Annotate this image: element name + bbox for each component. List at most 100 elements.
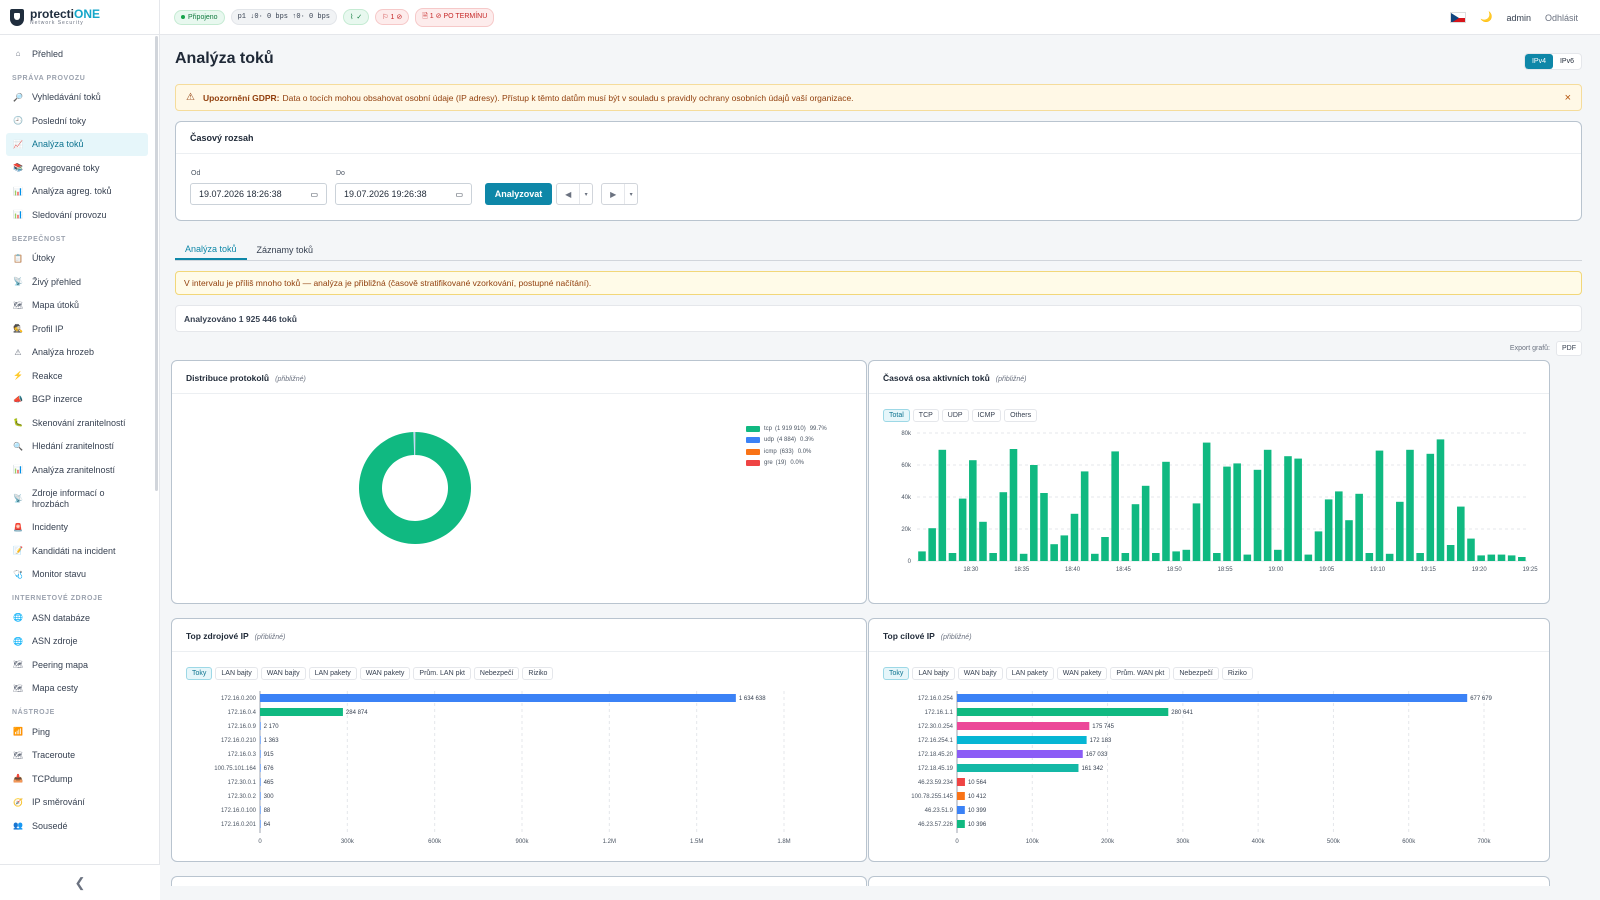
- ip-bar[interactable]: [260, 708, 343, 716]
- ip-label[interactable]: 100.78.255.145: [911, 794, 953, 800]
- timeline-bar[interactable]: [1385, 553, 1394, 561]
- timeline-bar[interactable]: [1080, 471, 1089, 561]
- timeline-bar[interactable]: [1497, 554, 1506, 561]
- ip-label[interactable]: 172.18.45.19: [918, 766, 954, 772]
- timeline-bar[interactable]: [1436, 439, 1445, 561]
- next-range-button[interactable]: ▶ ▾: [601, 183, 638, 205]
- legend-item-icmp[interactable]: icmp (633) 0.0%: [746, 446, 827, 458]
- timeline-bar[interactable]: [918, 551, 926, 561]
- legend-item-gre[interactable]: gre (19) 0.0%: [746, 458, 827, 470]
- ip-label[interactable]: 172.18.45.20: [918, 752, 954, 758]
- ip-bar[interactable]: [260, 750, 261, 758]
- timeline-bar[interactable]: [1070, 513, 1079, 561]
- metric-tab-toky[interactable]: Toky: [883, 667, 910, 680]
- timeline-bar[interactable]: [1365, 553, 1374, 561]
- ipv6-button[interactable]: IPv6: [1559, 58, 1574, 65]
- timeline-bar[interactable]: [1518, 557, 1526, 561]
- timeline-bar[interactable]: [1253, 469, 1262, 561]
- timeline-bar[interactable]: [1487, 554, 1496, 561]
- metric-tab-lan-pakety[interactable]: LAN pakety: [308, 667, 357, 680]
- sidebar-item-mapa-útoků[interactable]: 🗺 Mapa útoků: [0, 294, 156, 318]
- ip-label[interactable]: 172.16.0.210: [221, 738, 257, 744]
- metric-tab-nebezpečí[interactable]: Nebezpečí: [1173, 667, 1219, 680]
- ip-label[interactable]: 172.16.0.4: [228, 710, 257, 716]
- legend-item-udp[interactable]: udp (4 884) 0.3%: [746, 435, 827, 447]
- sidebar-item-incidenty[interactable]: 🚨 Incidenty: [0, 516, 156, 540]
- sidebar-item-reakce[interactable]: ⚡ Reakce: [0, 364, 156, 388]
- sidebar-item-zdroje-informací-o-hrozbách[interactable]: 📡 Zdroje informací o hrozbách: [0, 482, 156, 516]
- ip-bar[interactable]: [957, 778, 965, 786]
- ip-label[interactable]: 172.16.1.1: [925, 710, 954, 716]
- timeline-bar[interactable]: [1060, 535, 1069, 561]
- sidebar-item-peering-mapa[interactable]: 🗺 Peering mapa: [0, 653, 156, 677]
- sidebar-item-traceroute[interactable]: 🗺 Traceroute: [0, 744, 156, 768]
- timeline-bar[interactable]: [1040, 493, 1048, 561]
- export-pdf-button[interactable]: PDF: [1556, 341, 1582, 356]
- metric-tab-riziko[interactable]: Riziko: [522, 667, 554, 680]
- ip-label[interactable]: 46.23.51.9: [925, 808, 954, 814]
- metric-tab-nebezpečí[interactable]: Nebezpečí: [473, 667, 520, 680]
- metric-tab-icmp[interactable]: ICMP: [971, 409, 1002, 422]
- tab-flow-records[interactable]: Záznamy toků: [256, 244, 314, 255]
- pie-slice-udp[interactable]: [414, 432, 415, 456]
- timeline-bar[interactable]: [1406, 449, 1414, 561]
- metric-tab-lan-pakety[interactable]: LAN pakety: [1005, 667, 1054, 680]
- timeline-bar[interactable]: [1345, 520, 1353, 561]
- ip-bar[interactable]: [260, 736, 261, 744]
- to-datetime-input[interactable]: 19.07.2026 19:26:38 ▭: [335, 183, 472, 205]
- prev-range-button[interactable]: ◀ ▾: [556, 183, 593, 205]
- from-datetime-input[interactable]: 19.07.2026 18:26:38 ▭: [190, 183, 327, 205]
- chevron-down-icon[interactable]: ▾: [629, 191, 633, 198]
- flags-badge[interactable]: ⚐ 1 ⊘: [375, 9, 410, 25]
- timeline-bar[interactable]: [1396, 501, 1404, 561]
- close-icon[interactable]: ×: [1564, 91, 1571, 104]
- sidebar-item-útoky[interactable]: 📋 Útoky: [0, 247, 156, 271]
- timeline-bar[interactable]: [958, 498, 967, 561]
- sidebar-item-mapa-cesty[interactable]: 🗺 Mapa cesty: [0, 677, 156, 701]
- metric-tab-riziko[interactable]: Riziko: [1221, 667, 1253, 680]
- metric-tab-others[interactable]: Others: [1004, 409, 1038, 422]
- metric-tab-wan-bajty[interactable]: WAN bajty: [957, 667, 1003, 680]
- ip-label[interactable]: 172.30.0.254: [918, 724, 954, 730]
- timeline-bar[interactable]: [1111, 451, 1119, 561]
- timeline-bar[interactable]: [1141, 485, 1150, 561]
- ip-bar[interactable]: [957, 722, 1090, 730]
- ip-bar[interactable]: [957, 750, 1083, 758]
- timeline-bar[interactable]: [1324, 499, 1333, 561]
- timeline-bar[interactable]: [1263, 449, 1272, 561]
- next-icon[interactable]: ▶: [602, 184, 626, 204]
- ip-label[interactable]: 172.30.0.1: [228, 780, 257, 786]
- metric-tab-wan-bajty[interactable]: WAN bajty: [260, 667, 306, 680]
- sidebar-item-ping[interactable]: 📶 Ping: [0, 720, 156, 744]
- timeline-bar[interactable]: [1192, 503, 1201, 561]
- ip-bar[interactable]: [260, 722, 261, 730]
- timeline-bar[interactable]: [1030, 465, 1038, 561]
- timeline-bar[interactable]: [1284, 456, 1292, 561]
- timeline-bar[interactable]: [1172, 551, 1180, 561]
- timeline-bar[interactable]: [1050, 544, 1058, 561]
- sidebar-item-hledání-zranitelností[interactable]: 🔍 Hledání zranitelností: [0, 435, 156, 459]
- sidebar-item-agregované-toky[interactable]: 📚 Agregované toky: [0, 156, 156, 180]
- ip-label[interactable]: 172.16.0.100: [221, 808, 257, 814]
- ip-label[interactable]: 172.16.0.201: [221, 822, 257, 828]
- timeline-bar[interactable]: [1375, 450, 1384, 561]
- timeline-bar[interactable]: [1152, 553, 1160, 561]
- timeline-bar[interactable]: [1243, 554, 1252, 561]
- sidebar-item-bgp-inzerce[interactable]: 📣 BGP inzerce: [0, 388, 156, 412]
- ip-label[interactable]: 172.16.0.3: [228, 752, 257, 758]
- metric-tab-prům-lan-pkt[interactable]: Prům. LAN pkt: [413, 667, 471, 680]
- sidebar-item-analýza-agreg-toků[interactable]: 📊 Analýza agreg. toků: [0, 180, 156, 204]
- sidebar-item-profil-ip[interactable]: 🕵 Profil IP: [0, 317, 156, 341]
- sidebar-item-přehled[interactable]: ⌂ Přehled: [0, 42, 156, 66]
- timeline-bar[interactable]: [989, 553, 997, 561]
- ip-label[interactable]: 46.23.57.226: [918, 822, 954, 828]
- health-badge[interactable]: ⌇ ✓: [343, 9, 370, 25]
- timeline-bar[interactable]: [1223, 466, 1231, 561]
- timeline-bar[interactable]: [1182, 549, 1191, 561]
- ip-bar[interactable]: [260, 778, 261, 786]
- ip-label[interactable]: 46.23.59.234: [918, 780, 954, 786]
- timeline-bar[interactable]: [1416, 553, 1424, 561]
- ip-bar[interactable]: [260, 806, 261, 814]
- overdue-badge[interactable]: 🗎 1 ⊘ PO TERMÍNU: [415, 7, 495, 27]
- timeline-bar[interactable]: [1355, 493, 1363, 561]
